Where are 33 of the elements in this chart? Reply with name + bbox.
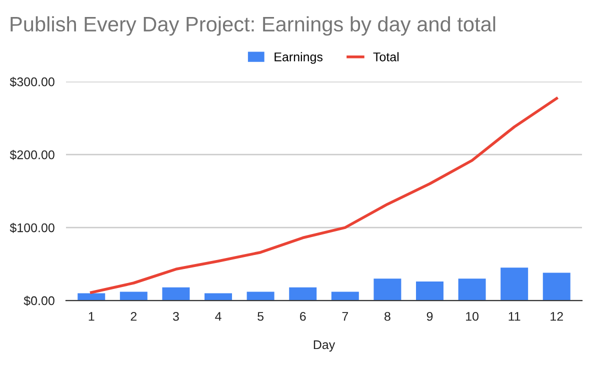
bar (162, 287, 190, 301)
y-tick-label: $0.00 (24, 296, 54, 306)
bar (289, 287, 317, 301)
x-tick-label: 12 (550, 312, 563, 321)
x-tick-label: 7 (342, 312, 348, 321)
x-tick-label: 1 (88, 312, 94, 321)
x-tick-label: 10 (466, 312, 478, 321)
x-tick-label: 3 (172, 312, 179, 321)
bar (78, 293, 106, 301)
x-axis-title: Day (314, 340, 336, 352)
x-tick-label: 6 (300, 312, 306, 321)
bar (542, 272, 570, 301)
x-tick-label: 11 (508, 312, 520, 321)
y-tick-label: $100.00 (10, 222, 54, 233)
bar (246, 292, 274, 301)
legend-label: Total (373, 52, 399, 62)
y-tick-label: $200.00 (10, 150, 54, 160)
bar (374, 278, 402, 301)
bar (204, 293, 232, 301)
x-tick-label: 4 (215, 312, 222, 321)
chart-title: Publish Every Day Project: Earnings by day and total (10, 16, 496, 36)
x-tick-label: 2 (130, 312, 137, 321)
y-tick-label: $300.00 (10, 76, 54, 88)
x-tick-label: 8 (384, 312, 390, 321)
x-tick-label: 9 (426, 312, 433, 321)
bar (458, 278, 486, 301)
line-series (90, 97, 558, 294)
bar (120, 292, 148, 301)
bar (416, 282, 444, 301)
legend-label: Earnings (274, 52, 323, 64)
bar (331, 292, 359, 301)
bar (500, 268, 528, 301)
x-tick-label: 5 (258, 312, 264, 321)
